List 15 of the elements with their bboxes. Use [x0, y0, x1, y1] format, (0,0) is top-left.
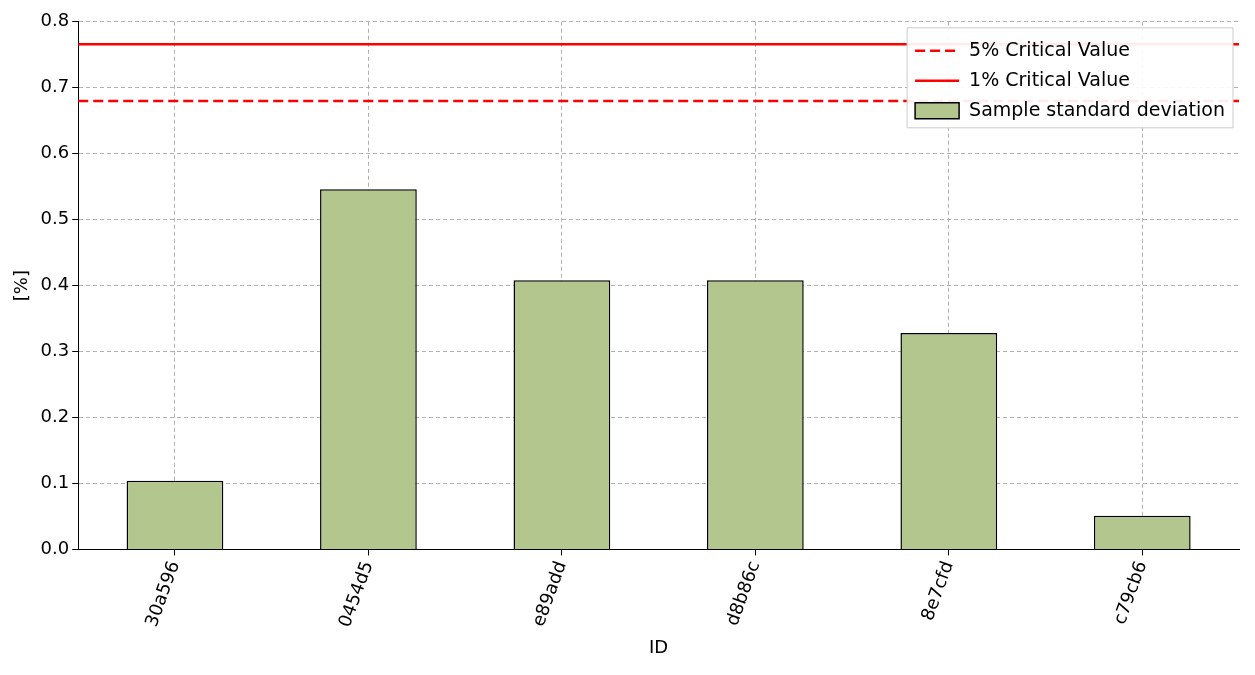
legend-label: 5% Critical Value: [969, 37, 1130, 60]
y-tick-label: 0.2: [40, 405, 70, 427]
y-axis-title: [%]: [10, 270, 32, 302]
y-tick-label: 0.6: [40, 141, 70, 163]
y-tick-label: 0.5: [40, 207, 70, 229]
y-tick-label: 0.4: [40, 273, 70, 295]
x-axis-title: ID: [649, 635, 669, 657]
x-tick-label: c79cb6: [1108, 557, 1151, 627]
y-tick-label: 0.1: [40, 471, 70, 493]
legend-label: 1% Critical Value: [969, 67, 1130, 90]
y-tick-label: 0.0: [40, 537, 70, 559]
y-tick-label: 0.7: [40, 75, 70, 97]
y-tick-label: 0.8: [40, 9, 70, 31]
legend-label: Sample standard deviation: [969, 97, 1225, 120]
y-tick-label: 0.3: [40, 339, 70, 361]
